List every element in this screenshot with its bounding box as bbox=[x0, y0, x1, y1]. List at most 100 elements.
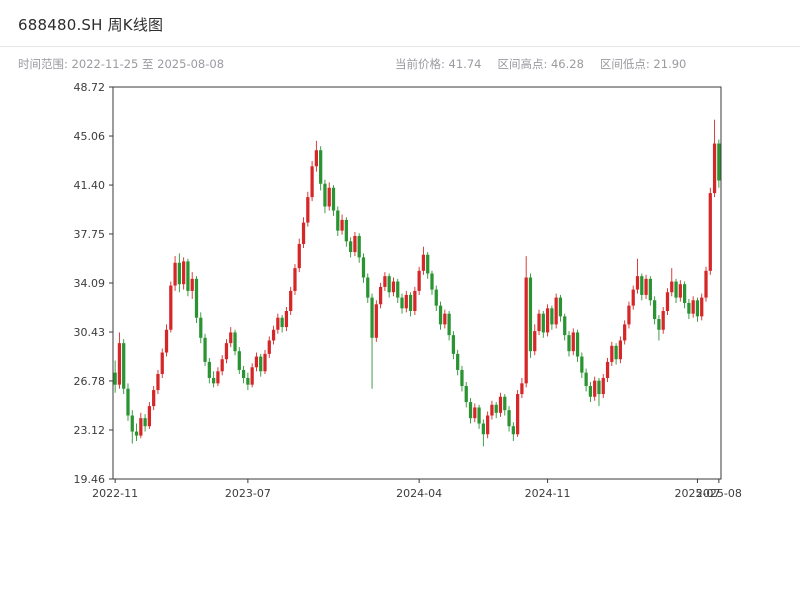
candle-body bbox=[139, 418, 143, 436]
candle-body bbox=[712, 143, 717, 194]
candle-body bbox=[700, 297, 704, 317]
candle-body bbox=[169, 285, 173, 330]
candle-body bbox=[704, 270, 708, 298]
candle-body bbox=[224, 343, 229, 360]
candle-body bbox=[263, 353, 267, 372]
y-axis-tick-label: 45.06 bbox=[74, 130, 106, 143]
header-divider bbox=[0, 46, 800, 47]
candle-body bbox=[554, 297, 558, 325]
candle-body bbox=[216, 371, 220, 384]
candle-body bbox=[575, 332, 580, 357]
candle-body bbox=[490, 404, 494, 416]
candle-body bbox=[447, 313, 451, 336]
candle-body bbox=[503, 396, 507, 411]
candle-body bbox=[340, 219, 344, 231]
candle-body bbox=[631, 289, 635, 306]
candle-body bbox=[605, 361, 610, 378]
candle-body bbox=[117, 343, 122, 385]
candle-body bbox=[203, 337, 207, 362]
candle-body bbox=[383, 276, 387, 287]
candle-body bbox=[588, 386, 593, 397]
candle-body bbox=[438, 305, 443, 325]
x-axis-tick-label: 2022-11 bbox=[92, 487, 138, 500]
candle-body bbox=[486, 415, 490, 435]
candle-body bbox=[374, 304, 378, 338]
candle-body bbox=[233, 332, 237, 352]
candle-body bbox=[237, 351, 241, 370]
candle-body bbox=[524, 277, 528, 384]
time-range-label: 时间范围: 2022-11-25 至 2025-08-08 bbox=[18, 57, 225, 71]
candle-body bbox=[267, 340, 271, 354]
candle-body bbox=[387, 276, 391, 293]
candle-body bbox=[186, 261, 190, 291]
candle-body bbox=[533, 331, 537, 352]
candle-body bbox=[164, 329, 169, 353]
candle-body bbox=[537, 313, 541, 332]
plot-border bbox=[112, 86, 722, 480]
candle-body bbox=[177, 262, 181, 285]
y-axis-tick-label: 30.43 bbox=[74, 326, 106, 339]
candle-body bbox=[661, 311, 665, 330]
y-axis-tick-label: 26.78 bbox=[74, 375, 106, 388]
candle-body bbox=[289, 290, 293, 311]
candle-body bbox=[682, 284, 687, 303]
candle-body bbox=[143, 418, 147, 427]
candle-body bbox=[635, 276, 640, 290]
candle-body bbox=[520, 383, 524, 395]
candle-body bbox=[353, 235, 357, 253]
candle-body bbox=[113, 372, 117, 385]
candle-body bbox=[567, 335, 571, 352]
candle-body bbox=[593, 380, 597, 397]
candle-body bbox=[254, 356, 259, 368]
candle-body bbox=[417, 270, 421, 291]
current-price-label: 当前价格: 41.74 bbox=[395, 57, 482, 71]
y-axis-tick-label: 34.09 bbox=[74, 277, 106, 290]
candle-body bbox=[306, 197, 310, 223]
y-axis-tick-label: 19.46 bbox=[74, 473, 106, 486]
candle-body bbox=[601, 377, 605, 395]
candle-body bbox=[644, 278, 648, 295]
candle-body bbox=[404, 294, 408, 309]
candle-body bbox=[695, 300, 700, 317]
candle-body bbox=[657, 319, 661, 330]
candle-body bbox=[481, 423, 485, 435]
candle-body bbox=[640, 276, 644, 295]
y-axis-tick-label: 48.72 bbox=[74, 81, 106, 94]
candle-body bbox=[473, 407, 477, 419]
candle-body bbox=[378, 286, 383, 305]
candle-body bbox=[498, 396, 503, 413]
candle-body bbox=[276, 317, 280, 330]
candle-body bbox=[147, 406, 152, 427]
candle-body bbox=[515, 394, 520, 435]
candle-body bbox=[507, 410, 511, 427]
candle-body bbox=[558, 297, 563, 317]
candle-body bbox=[152, 390, 156, 407]
candle-body bbox=[331, 187, 336, 211]
candle-body bbox=[344, 219, 348, 242]
candle-body bbox=[357, 235, 361, 258]
page-title: 688480.SH 周K线图 bbox=[18, 16, 164, 34]
candle-body bbox=[670, 281, 674, 293]
x-axis-tick-label: 2025-08 bbox=[696, 487, 742, 500]
candle-body bbox=[126, 388, 130, 416]
candle-body bbox=[293, 268, 297, 291]
candle-body bbox=[336, 210, 340, 231]
candle-body bbox=[528, 277, 533, 352]
candle-body bbox=[717, 143, 721, 181]
candle-body bbox=[211, 377, 216, 384]
candle-body bbox=[464, 386, 468, 403]
candle-body bbox=[173, 262, 177, 286]
range-high-label: 区间高点: 46.28 bbox=[497, 57, 584, 71]
candle-body bbox=[571, 332, 575, 352]
candle-body bbox=[610, 345, 614, 362]
candle-body bbox=[310, 166, 314, 198]
candle-body bbox=[653, 300, 657, 320]
candle-body bbox=[182, 261, 186, 285]
candle-body bbox=[648, 278, 652, 301]
candle-body bbox=[396, 281, 400, 298]
candle-body bbox=[708, 193, 712, 271]
candle-body bbox=[468, 402, 473, 419]
candle-body bbox=[156, 373, 160, 391]
x-axis-tick-label: 2024-04 bbox=[396, 487, 442, 500]
candle-body bbox=[319, 150, 323, 184]
